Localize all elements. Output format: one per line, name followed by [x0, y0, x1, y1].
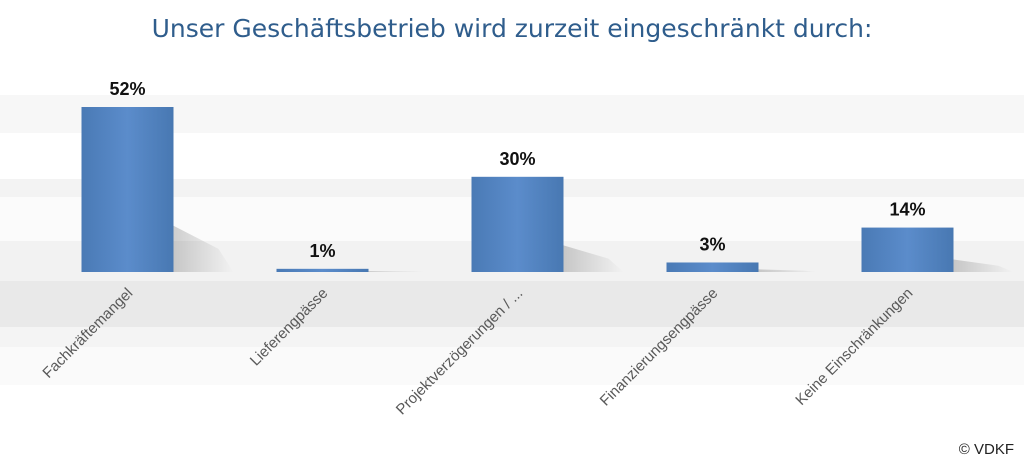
bar-shadow: [758, 269, 819, 272]
copyright-note: © VDKF: [958, 441, 1014, 458]
data-label: 52%: [109, 79, 145, 99]
bar-shadow: [173, 225, 234, 272]
category-label: Projektverzögerungen / ...: [393, 285, 526, 418]
category-label: Keine Einschränkungen: [792, 285, 916, 409]
bar-shadow: [953, 259, 1014, 272]
bar-shadow: [563, 245, 624, 272]
data-label: 1%: [309, 241, 335, 261]
data-label: 14%: [889, 200, 925, 220]
bar: [861, 227, 954, 272]
category-label: Fachkräftemangel: [39, 285, 136, 382]
bar: [276, 268, 369, 272]
category-label: Finanzierungsengpässe: [597, 285, 722, 410]
category-label: Lieferengpässe: [247, 285, 332, 370]
bar: [81, 107, 174, 272]
bar: [471, 176, 564, 272]
data-label: 3%: [699, 234, 725, 254]
data-label: 30%: [499, 149, 535, 169]
bar-shadow: [368, 271, 429, 272]
chart-title: Unser Geschäftsbetrieb wird zurzeit eing…: [151, 14, 873, 43]
bar: [666, 262, 759, 272]
